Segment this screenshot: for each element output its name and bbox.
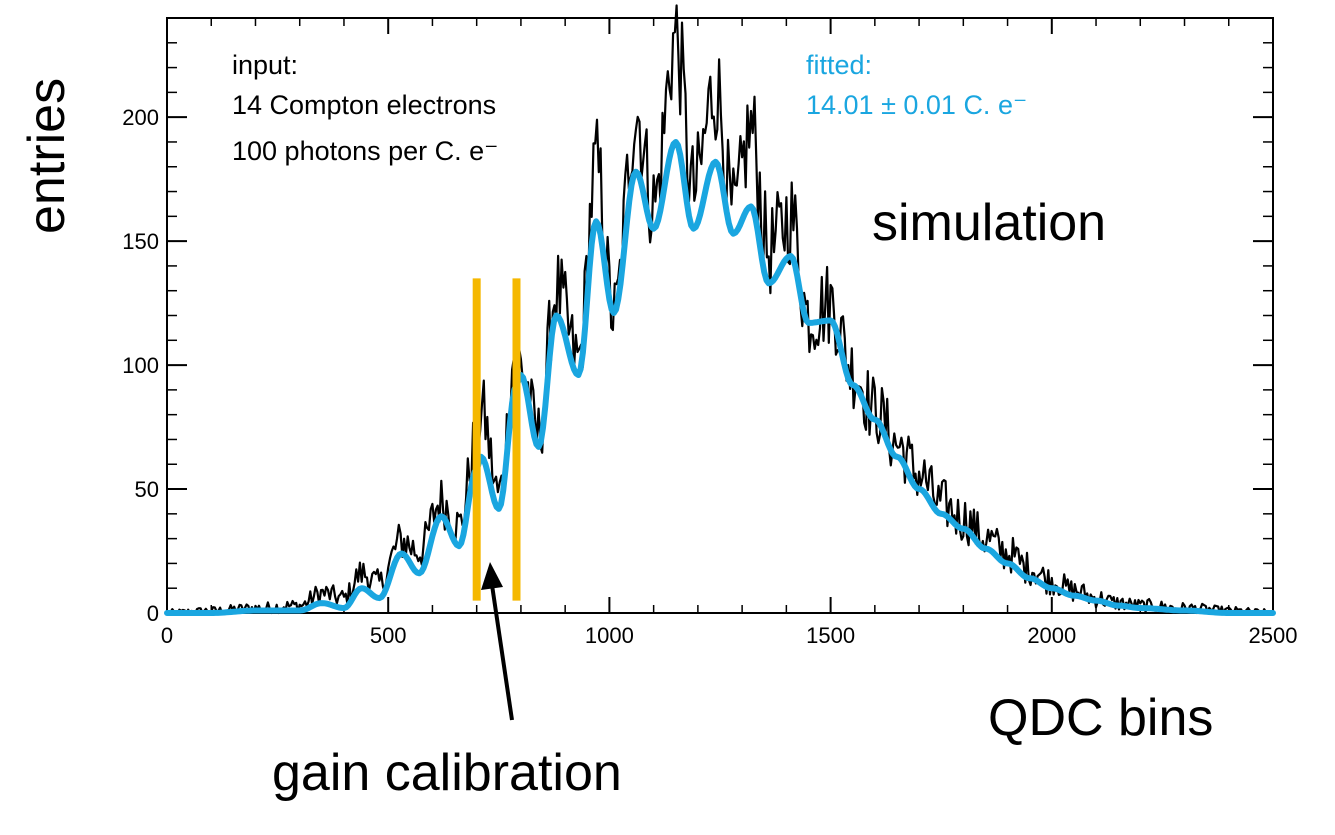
marker-layer <box>472 278 521 601</box>
x-axis-title: QDC bins <box>988 689 1213 747</box>
annotation-fitted-value: 14.01 ± 0.01 C. e⁻ <box>806 90 1027 120</box>
y-axis-ticks <box>167 17 1273 614</box>
annotation-gain-calibration: gain calibration <box>272 744 622 802</box>
x-tick-label: 1500 <box>806 623 855 648</box>
fit-series <box>164 139 1276 616</box>
y-tick-label: 150 <box>122 229 159 254</box>
x-tick-label: 2500 <box>1249 623 1298 648</box>
annotation-fitted-label: fitted: <box>806 50 872 80</box>
y-tick-label: 200 <box>122 105 159 130</box>
series-layer <box>164 4 1276 616</box>
y-tick-label: 100 <box>122 353 159 378</box>
y-tick-label: 50 <box>135 477 159 502</box>
x-tick-label: 1000 <box>585 623 634 648</box>
x-tick-label: 2000 <box>1027 623 1076 648</box>
annotation-compton-electrons: 14 Compton electrons <box>232 90 496 120</box>
x-tick-label: 500 <box>370 623 407 648</box>
x-axis-tick-labels: 0 500 1000 1500 2000 2500 <box>161 623 1298 648</box>
annotation-simulation: simulation <box>872 194 1106 252</box>
y-axis-tick-labels: 0 50 100 150 200 <box>122 105 159 626</box>
annotation-photons-per-electron: 100 photons per C. e⁻ <box>232 136 498 166</box>
y-tick-label: 0 <box>147 601 159 626</box>
x-tick-label: 0 <box>161 623 173 648</box>
annotation-input-label: input: <box>232 50 298 80</box>
gain-calibration-arrowhead <box>481 562 503 590</box>
gain-calibration-arrow <box>490 584 514 721</box>
y-axis-title: entries <box>18 78 76 234</box>
